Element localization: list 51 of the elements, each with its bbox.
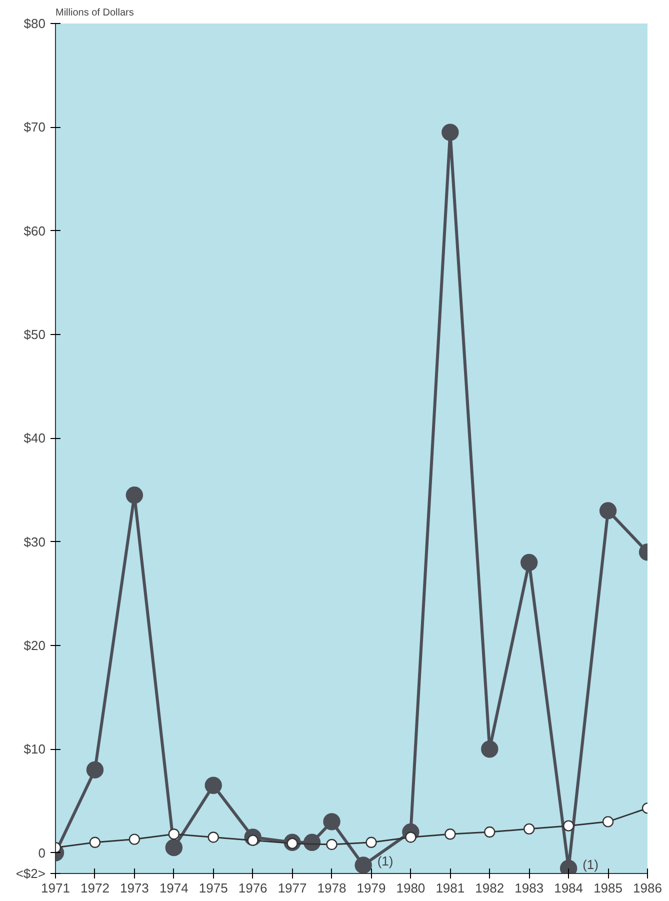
point	[89, 836, 101, 848]
x-tick-label: 1986	[633, 880, 662, 896]
annotation: (1)	[377, 854, 394, 869]
x-tick-label: 1979	[356, 880, 386, 896]
y-tick-label: $30	[24, 534, 46, 550]
point	[323, 813, 340, 830]
annotation: (1)	[582, 856, 598, 872]
point	[128, 834, 140, 845]
x-tick-label: 1980	[396, 880, 426, 896]
point	[481, 740, 498, 758]
y-tick-label: $50	[24, 326, 46, 342]
x-tick-label: 1984	[554, 880, 584, 896]
y-tick-label: $60	[24, 223, 46, 238]
x-tick-label: 1982	[475, 880, 504, 896]
x-tick-label: 1981	[436, 880, 465, 896]
point	[354, 856, 372, 874]
chart-title: Millions of Dollars	[56, 8, 134, 18]
point	[602, 816, 614, 828]
x-tick-label: 1983	[514, 880, 544, 896]
point	[208, 832, 219, 843]
y-tick-label: $40	[24, 430, 46, 446]
x-tick-label: 1976	[238, 880, 268, 896]
point	[165, 839, 182, 856]
point	[444, 828, 456, 840]
point	[405, 832, 416, 843]
x-tick-label: 1973	[120, 880, 149, 896]
x-tick-label: 1971	[41, 880, 70, 896]
x-tick-label: 1977	[278, 880, 307, 896]
x-tick-label: 1974	[159, 880, 188, 896]
point	[326, 838, 338, 850]
point	[366, 836, 377, 848]
y-tick-label: $20	[24, 638, 46, 653]
point	[126, 486, 144, 504]
x-tick-label: 1972	[80, 880, 110, 896]
point	[562, 820, 574, 832]
point	[524, 823, 535, 835]
point	[442, 124, 459, 141]
point	[204, 776, 222, 794]
point	[599, 502, 617, 520]
y-tick-label: 0	[38, 845, 46, 860]
point	[520, 554, 538, 572]
x-tick-label: 1975	[198, 880, 228, 896]
y-tick-label: $10	[24, 742, 46, 757]
point	[484, 826, 496, 838]
point	[86, 761, 104, 778]
point	[168, 828, 180, 840]
y-tick-label: $70	[24, 120, 46, 135]
y-tick-label: $80	[24, 16, 46, 31]
y-tick-label: <$2>	[16, 866, 46, 881]
x-tick-label: 1978	[317, 880, 346, 896]
x-tick-label: 1985	[594, 880, 622, 896]
